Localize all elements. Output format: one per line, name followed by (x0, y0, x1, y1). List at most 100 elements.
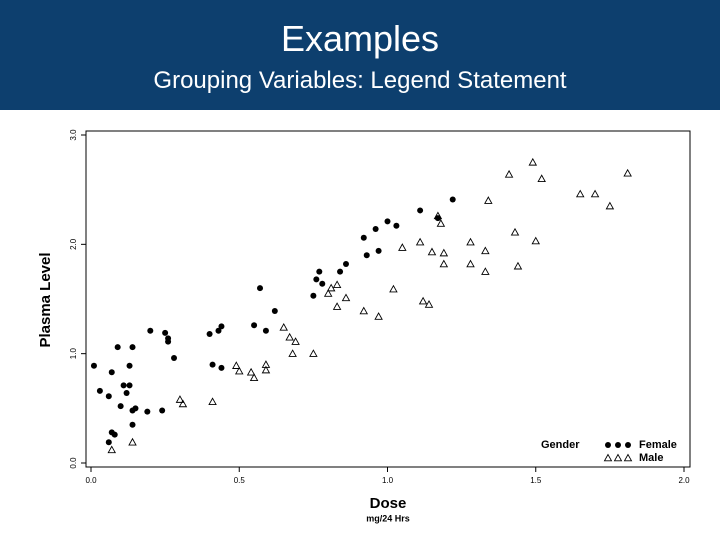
data-point (171, 355, 178, 362)
data-point (360, 234, 367, 241)
data-point (537, 174, 546, 182)
legend-label: Female (639, 439, 677, 451)
legend-symbol (613, 453, 623, 462)
data-point (375, 247, 382, 254)
y-tick-label: 2.0 (69, 238, 78, 250)
data-point (128, 437, 137, 446)
data-point (316, 268, 323, 275)
data-point (528, 157, 538, 166)
data-point (436, 219, 446, 227)
data-point (449, 196, 456, 203)
data-point (374, 312, 383, 320)
data-point (206, 330, 213, 337)
y-axis-label: Plasma Level (37, 252, 54, 347)
plot-frame (85, 130, 691, 468)
data-point (433, 211, 443, 220)
data-point (96, 387, 103, 394)
data-point (105, 439, 112, 446)
data-point (337, 268, 344, 275)
data-point (332, 280, 342, 289)
data-point (466, 259, 475, 268)
data-point (434, 215, 441, 222)
data-point (249, 373, 259, 381)
data-point (271, 308, 278, 315)
data-point (257, 285, 264, 292)
data-point (359, 306, 369, 315)
x-tick-label: 2.0 (678, 476, 690, 485)
data-point (129, 344, 136, 351)
x-tick-label: 1.5 (530, 476, 542, 485)
data-point (129, 421, 136, 428)
data-point (484, 196, 493, 204)
x-tick-label: 1.0 (382, 476, 394, 485)
data-point (481, 267, 490, 275)
data-point (159, 407, 166, 414)
y-tick-label: 3.0 (69, 129, 78, 141)
y-tick-label: 0.0 (69, 457, 78, 469)
slide-header: Examples Grouping Variables: Legend Stat… (0, 0, 720, 110)
x-tick-label: 0.0 (85, 476, 97, 485)
data-point (105, 393, 112, 400)
legend-symbol (623, 453, 633, 462)
x-axis-label: Dose (370, 495, 407, 512)
data-point (111, 431, 118, 438)
slide-subtitle: Grouping Variables: Legend Statement (153, 67, 567, 94)
data-point (279, 323, 288, 331)
data-point (123, 390, 130, 397)
data-point (114, 344, 121, 351)
data-point (590, 189, 600, 198)
data-point (398, 243, 407, 251)
data-point (393, 222, 400, 229)
data-point (418, 296, 428, 305)
x-tick-label: 0.5 (234, 476, 246, 485)
legend-symbol (603, 453, 613, 462)
data-point (218, 364, 225, 371)
data-point (310, 292, 317, 299)
data-point (326, 283, 336, 292)
data-point (439, 248, 449, 257)
data-point (144, 408, 151, 415)
data-point (208, 397, 217, 406)
data-point (232, 361, 241, 369)
data-point (415, 237, 425, 246)
data-point (288, 349, 297, 357)
data-point (209, 361, 216, 368)
legend-symbol (605, 442, 611, 448)
data-point (215, 327, 222, 334)
data-point (218, 323, 225, 330)
data-point (427, 247, 437, 256)
data-point (424, 300, 434, 308)
data-point (117, 403, 124, 410)
data-point (323, 289, 333, 297)
x-axis-sublabel: mg/24 Hrs (366, 513, 410, 523)
data-point (126, 382, 133, 389)
data-point (120, 382, 127, 389)
data-point (531, 236, 541, 245)
data-point (165, 338, 172, 345)
data-point (481, 246, 490, 255)
data-point (466, 237, 475, 246)
data-point (363, 252, 370, 259)
legend-symbol (625, 442, 631, 448)
legend-label: Male (639, 452, 663, 464)
data-point (372, 226, 379, 233)
data-point (175, 395, 185, 403)
data-point (262, 327, 269, 334)
data-point (313, 276, 320, 283)
data-point (309, 349, 318, 357)
data-point (341, 293, 351, 302)
data-point (246, 367, 256, 376)
slide-title: Examples (280, 18, 440, 59)
data-point (132, 405, 139, 412)
data-point (575, 189, 585, 198)
data-point (178, 399, 188, 408)
data-point (291, 337, 300, 345)
data-point (513, 261, 523, 270)
data-point (504, 169, 514, 178)
data-point (285, 332, 294, 341)
data-point (108, 369, 115, 376)
data-point (439, 259, 449, 268)
y-tick-label: 1.0 (69, 348, 78, 360)
